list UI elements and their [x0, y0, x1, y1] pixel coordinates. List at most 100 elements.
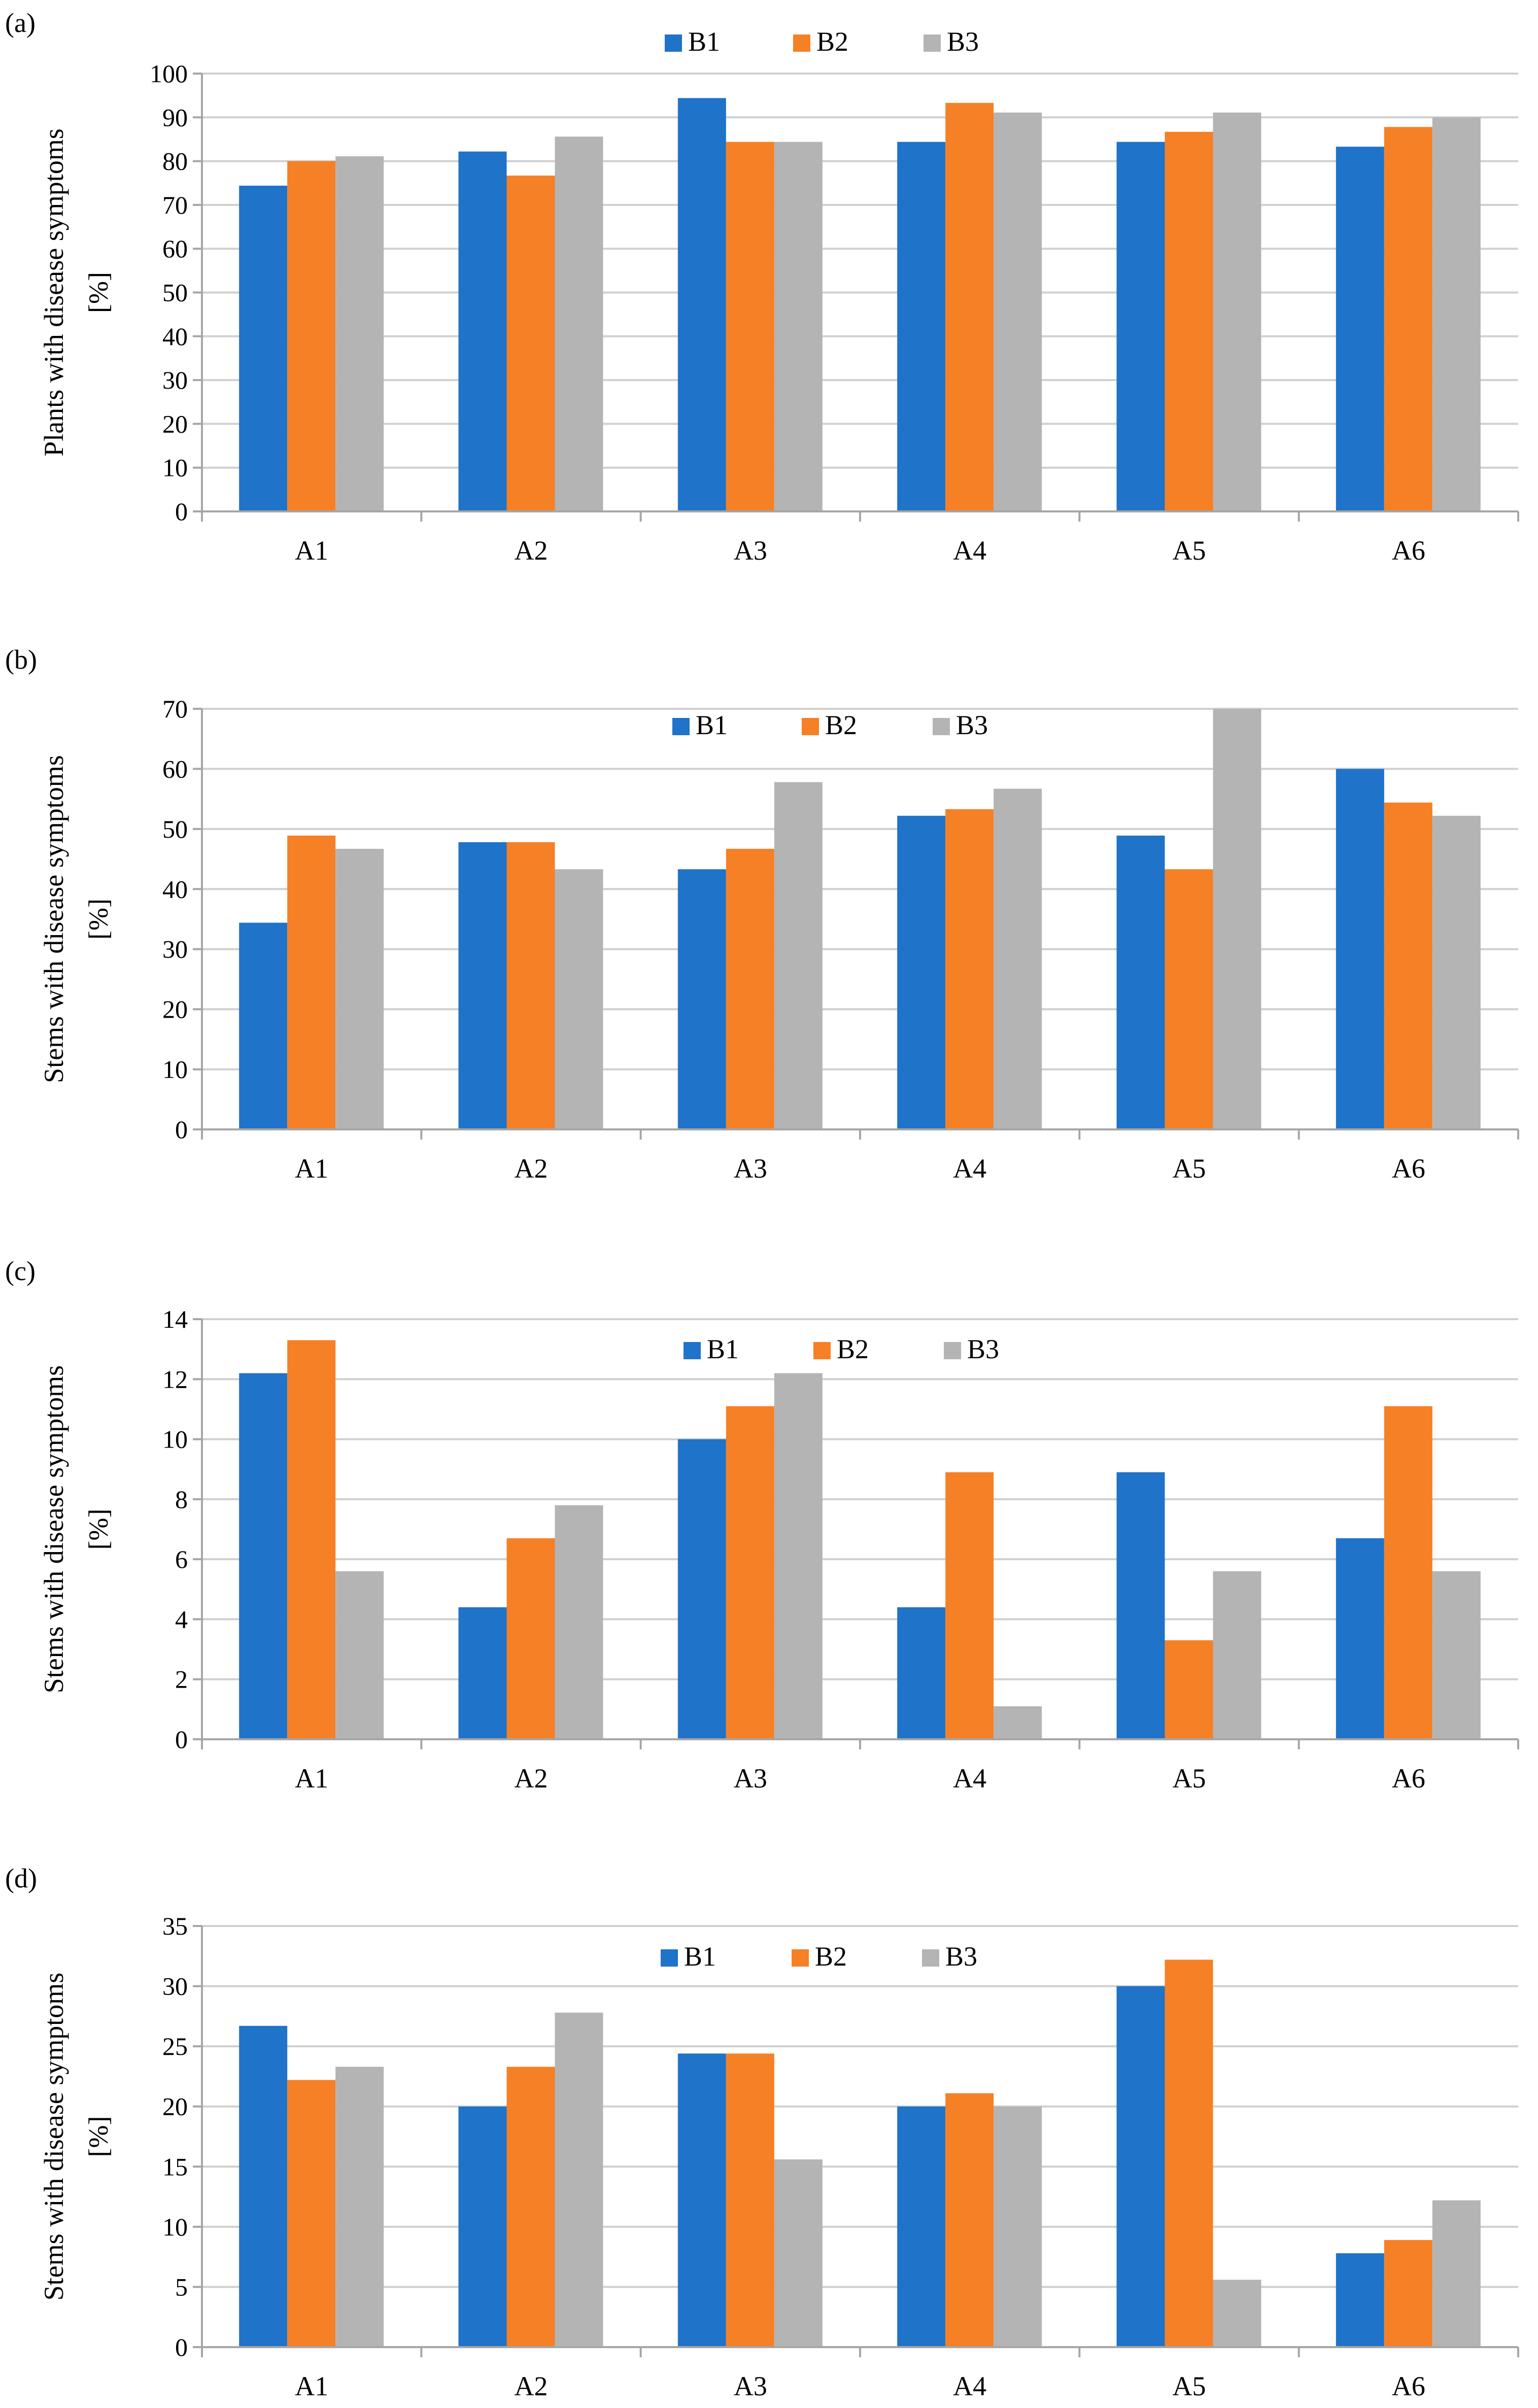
legend-label-b1: B1: [696, 710, 728, 740]
y-axis-unit: [%]: [83, 2116, 114, 2157]
y-tick-label: 60: [162, 754, 188, 783]
y-tick-label: 30: [162, 366, 188, 394]
x-tick-label: A3: [734, 1153, 767, 1184]
y-tick-label: 0: [175, 2333, 188, 2361]
bar-b1-a2: [458, 151, 507, 511]
y-tick-label: 6: [175, 1545, 188, 1573]
x-tick-label: A4: [953, 1153, 986, 1184]
legend-swatch-b1: [665, 35, 682, 52]
x-tick-label: A2: [515, 535, 548, 566]
legend-label-b1: B1: [707, 1334, 739, 1364]
bar-b1-a4: [897, 142, 946, 511]
bar-b1-a3: [677, 2053, 726, 2347]
bar-b2-a3: [726, 2053, 774, 2347]
x-tick-label: A1: [295, 535, 328, 566]
bar-b2-a1: [287, 835, 336, 1129]
x-tick-label: A3: [734, 1763, 767, 1794]
legend-swatch-b2: [813, 1342, 831, 1359]
bar-b1-a1: [239, 922, 288, 1129]
y-tick-label: 70: [162, 695, 188, 723]
legend-swatch-b2: [802, 718, 819, 735]
bar-b2-a4: [945, 809, 994, 1129]
x-tick-label: A3: [734, 535, 767, 566]
bar-b1-a5: [1116, 142, 1165, 511]
bar-b3-a4: [994, 788, 1042, 1129]
legend-label-b1: B1: [684, 1941, 716, 1972]
bar-b3-a5: [1213, 112, 1261, 511]
panel-label: (d): [5, 1863, 37, 1894]
bar-b2-a2: [506, 1538, 555, 1739]
bar-b3-a1: [335, 848, 384, 1129]
bar-b3-a2: [555, 2012, 603, 2347]
y-axis-unit: [%]: [83, 272, 114, 313]
bar-b2-a1: [287, 1340, 336, 1739]
panel-label: (a): [5, 8, 36, 38]
y-tick-label: 4: [175, 1605, 188, 1633]
x-tick-label: A4: [953, 2371, 986, 2401]
bar-b1-a6: [1336, 147, 1384, 512]
y-tick-label: 10: [162, 454, 188, 482]
y-tick-label: 80: [162, 147, 188, 176]
y-tick-label: 60: [162, 234, 188, 263]
y-tick-label: 0: [175, 1115, 188, 1144]
y-tick-label: 15: [162, 2152, 188, 2181]
bar-b3-a1: [335, 156, 384, 511]
bar-b1-a2: [458, 2106, 507, 2347]
bar-b2-a4: [945, 1472, 994, 1739]
legend-label-b3: B3: [956, 710, 988, 740]
y-tick-label: 90: [162, 103, 188, 131]
bar-b3-a6: [1432, 1571, 1481, 1739]
bar-b1-a1: [239, 1373, 288, 1739]
bar-b1-a3: [677, 98, 726, 511]
y-tick-label: 10: [162, 1055, 188, 1084]
bar-b2-a4: [945, 102, 994, 512]
bar-b2-a3: [726, 848, 774, 1129]
bar-b2-a6: [1384, 1406, 1432, 1739]
bar-b3-a3: [774, 782, 823, 1129]
x-tick-label: A1: [295, 1763, 328, 1794]
legend-label-b1: B1: [688, 26, 720, 57]
bar-b1-a6: [1336, 769, 1384, 1129]
x-tick-label: A4: [953, 1763, 986, 1794]
y-tick-label: 20: [162, 995, 188, 1023]
panel-label: (c): [5, 1256, 36, 1286]
bar-b2-a1: [287, 161, 336, 512]
bar-b2-a5: [1165, 869, 1213, 1129]
bar-b3-a2: [555, 136, 603, 512]
legend-swatch-b3: [933, 718, 950, 735]
chart-panel-3: (c) 0 2 4 6 8 10 12 14 A1 A2 A3 A4 A5 A6 Stems with dis…: [5, 1256, 1519, 1794]
bar-b2-a6: [1384, 2240, 1432, 2347]
bar-b3-a4: [994, 1706, 1042, 1739]
bar-b1-a5: [1116, 835, 1165, 1129]
y-axis-title: Stems with disease symptoms: [39, 755, 69, 1083]
bar-b2-a2: [506, 2067, 555, 2347]
bar-b3-a6: [1432, 117, 1481, 512]
bar-b1-a2: [458, 1607, 507, 1739]
bar-b3-a3: [774, 142, 823, 511]
bar-b1-a5: [1116, 1472, 1165, 1739]
x-tick-label: A5: [1173, 1763, 1206, 1794]
bar-b3-a4: [994, 2106, 1042, 2347]
y-axis-title: Stems with disease symptoms: [39, 1973, 69, 2301]
y-tick-label: 25: [162, 2032, 188, 2060]
bar-b1-a4: [897, 815, 946, 1129]
y-axis-unit: [%]: [83, 899, 114, 940]
bar-b3-a3: [774, 1373, 823, 1739]
y-tick-label: 20: [162, 409, 188, 438]
bar-b3-a6: [1432, 815, 1481, 1129]
x-tick-label: A6: [1392, 535, 1425, 566]
x-tick-label: A4: [953, 535, 986, 566]
bar-b1-a6: [1336, 1538, 1384, 1739]
y-tick-label: 2: [175, 1665, 188, 1694]
y-tick-label: 40: [162, 875, 188, 903]
y-tick-label: 10: [162, 1425, 188, 1454]
bar-b1-a6: [1336, 2253, 1384, 2347]
x-tick-label: A2: [515, 2371, 548, 2401]
bar-b3-a1: [335, 1571, 384, 1739]
x-tick-label: A6: [1392, 1763, 1425, 1794]
y-tick-label: 10: [162, 2213, 188, 2241]
bar-b3-a6: [1432, 2200, 1481, 2347]
chart-panel-2: (b) 0 10 20 30 40 50 60 70 A1 A2 A3 A4 A5 A6 Stems with…: [5, 644, 1519, 1184]
y-tick-label: 8: [175, 1485, 188, 1513]
